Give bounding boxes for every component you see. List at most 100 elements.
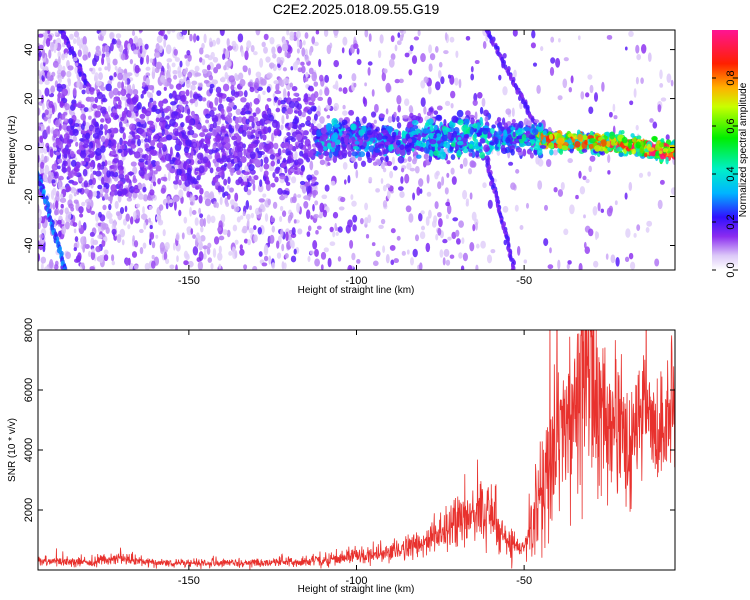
spectrogram-cell <box>125 93 131 99</box>
spectrogram-cell <box>263 244 269 254</box>
spectrogram-cell <box>291 85 298 92</box>
spectrogram-cell <box>77 252 82 261</box>
spectrogram-cell <box>116 190 123 197</box>
spectrogram-cell <box>247 67 252 76</box>
spectrogram-cell <box>52 129 58 135</box>
spectrogram-cell <box>536 148 543 156</box>
spectrogram-cell <box>117 165 124 171</box>
spectrogram-cell <box>445 259 451 266</box>
spectrogram-cell <box>654 151 660 156</box>
spectrogram-cell <box>660 138 665 143</box>
spectrogram-cell <box>178 189 184 198</box>
spectrogram-cell <box>211 128 217 137</box>
spectrogram-cell <box>186 108 191 116</box>
spectrogram-cell <box>666 73 672 84</box>
spectrogram-cell <box>42 66 48 71</box>
spectrogram-cell <box>255 120 262 127</box>
spectrogram-cell <box>76 36 81 46</box>
spectrogram-cell <box>303 201 309 209</box>
spectrogram-cell <box>301 184 307 194</box>
spectrogram-cell <box>396 115 400 123</box>
spectrogram-cell <box>148 238 152 246</box>
spectrogram-cell <box>215 202 219 209</box>
spectrogram-cell <box>71 181 79 186</box>
spectrogram-cell <box>166 30 171 35</box>
spectrogram-cell <box>149 189 155 196</box>
spectrogram-cell <box>112 144 117 149</box>
spectrogram-cell <box>259 179 263 188</box>
spectrogram-cell <box>129 58 134 65</box>
spectrogram-cell <box>59 193 64 199</box>
spectrogram-cell <box>382 200 388 208</box>
spectrogram-cell <box>306 209 311 220</box>
spectrogram-cell <box>300 65 306 74</box>
spectrogram-cell <box>103 249 109 256</box>
spectrogram-cell <box>87 189 93 200</box>
spectrogram-cell <box>46 145 50 153</box>
spectrogram-cell <box>581 134 588 140</box>
spectrogram-cell <box>110 184 117 192</box>
spectrogram-x-axis-label: Height of straight line (km) <box>298 285 415 296</box>
spectrogram-cell <box>270 149 274 156</box>
spectrogram-cell <box>113 71 117 78</box>
spectrogram-cell <box>77 188 82 193</box>
spectrogram-cell <box>134 184 139 190</box>
spectrogram-cell <box>488 145 493 153</box>
spectrogram-cell <box>176 255 179 263</box>
spectrogram-cell <box>63 48 69 55</box>
spectrogram-cell <box>433 124 438 131</box>
spectrogram-cell <box>584 139 588 145</box>
spectrogram-cell <box>130 161 137 167</box>
spectrogram-cell <box>578 170 582 179</box>
spectrogram-cell <box>313 91 319 99</box>
spectrogram-cell <box>272 201 278 209</box>
spectrogram-cell <box>272 172 276 178</box>
spectrogram-cell <box>228 251 233 256</box>
spectrogram-cell <box>166 62 170 70</box>
spectrogram-cell <box>156 90 162 97</box>
spectrogram-cell <box>38 107 41 116</box>
spectrogram-cell <box>226 229 231 238</box>
spectrogram-cell <box>455 238 461 245</box>
spectrogram-cell <box>533 119 540 124</box>
spectrogram-cell <box>234 73 238 80</box>
spectrogram-cell <box>231 135 237 141</box>
spectrogram-cell <box>248 163 255 171</box>
spectrogram-cell <box>351 200 357 207</box>
spectrogram-cell <box>522 148 527 157</box>
spectrogram-cell <box>274 167 280 174</box>
spectrogram-cell <box>535 155 540 165</box>
spectrogram-cell <box>239 244 243 250</box>
spectrogram-cell <box>297 228 303 235</box>
spectrogram-cell <box>94 96 99 104</box>
spectrogram-cell <box>311 71 317 82</box>
spectrogram-cell <box>654 258 660 267</box>
spectrogram-cell <box>655 143 660 151</box>
spectrogram-cell <box>533 145 540 151</box>
spectrogram-cell <box>420 53 426 63</box>
spectrogram-cell <box>330 133 338 142</box>
spectrogram-cell <box>301 111 306 118</box>
spectrogram-cell <box>80 113 87 121</box>
spectrogram-cell <box>149 168 154 177</box>
spectrogram-cell <box>255 71 262 78</box>
spectrogram-cell <box>40 161 45 169</box>
spectrogram-cell <box>88 179 94 186</box>
spectrogram-y-tick-label: 20 <box>23 92 35 104</box>
spectrogram-cell <box>543 238 549 247</box>
spectrogram-cell <box>73 166 79 172</box>
spectrogram-cell <box>101 239 106 247</box>
spectrogram-cell <box>420 225 426 231</box>
spectrogram-cell <box>108 90 115 98</box>
spectrogram-cell <box>368 176 373 182</box>
spectrogram-cell <box>605 131 610 137</box>
spectrogram-cell <box>98 254 104 264</box>
spectrogram-cell <box>382 149 389 155</box>
spectrogram-cell <box>614 200 618 206</box>
spectrogram-cell <box>427 118 434 126</box>
spectrogram-cell <box>145 66 151 71</box>
spectrogram-cell <box>202 245 208 250</box>
spectrogram-cell <box>469 242 475 252</box>
spectrogram-cell <box>60 70 66 77</box>
spectrogram-cell <box>95 80 102 87</box>
